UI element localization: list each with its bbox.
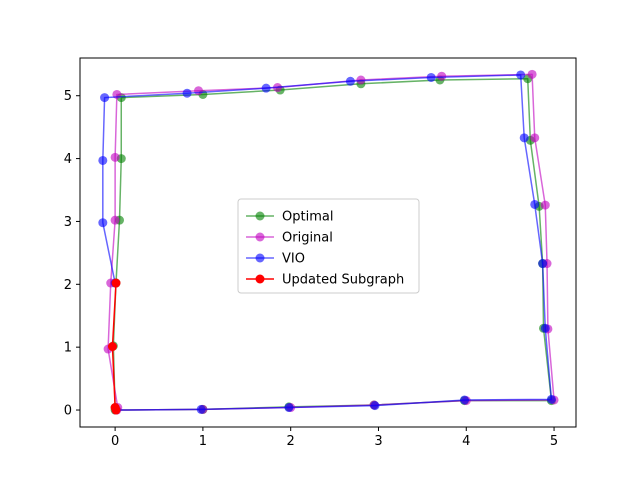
data-point-vio <box>546 394 556 404</box>
x-tick-label: 0 <box>111 434 119 449</box>
data-point-vio <box>196 404 206 414</box>
data-point-original <box>437 71 447 81</box>
legend-swatch-marker-vio <box>255 253 265 263</box>
y-tick-label: 0 <box>64 404 72 419</box>
x-tick-label: 2 <box>287 434 295 449</box>
legend-swatch-marker-updated-subgraph <box>255 274 265 284</box>
axes-frame <box>79 57 577 428</box>
series-updated-subgraph <box>107 278 121 415</box>
data-point-original <box>110 152 120 162</box>
data-point-updated-subgraph <box>111 405 121 415</box>
data-point-vio <box>182 88 192 98</box>
y-tick-label: 4 <box>64 152 72 167</box>
x-tick-label: 4 <box>462 434 470 449</box>
data-point-vio <box>261 83 271 93</box>
data-point-original <box>356 75 366 85</box>
data-point-vio <box>540 323 550 333</box>
data-point-original <box>194 86 204 96</box>
legend-label-optimal: Optimal <box>282 210 333 225</box>
legend: Optimal Original VIO Updated Subgraph <box>237 198 420 294</box>
y-tick-label: 5 <box>64 89 72 104</box>
data-point-vio <box>460 395 470 405</box>
data-point-vio <box>530 199 540 209</box>
legend-label-original: Original <box>282 231 333 246</box>
legend-box <box>237 198 420 294</box>
x-tick-label: 1 <box>199 434 207 449</box>
data-point-updated-subgraph <box>107 342 117 352</box>
data-point-updated-subgraph <box>111 278 121 288</box>
data-point-original <box>527 69 537 79</box>
legend-swatch-marker-optimal <box>255 211 265 221</box>
y-tick-label: 2 <box>64 278 72 293</box>
legend-label-updated-subgraph: Updated Subgraph <box>282 273 404 288</box>
data-point-vio <box>426 72 436 82</box>
plot-layer <box>98 69 559 415</box>
data-point-vio <box>98 218 108 228</box>
data-point-vio <box>345 76 355 86</box>
x-tick-label: 5 <box>550 434 558 449</box>
data-point-vio <box>519 133 529 143</box>
data-point-vio <box>284 403 294 413</box>
data-point-vio <box>538 259 548 269</box>
data-point-vio <box>370 401 380 411</box>
y-tick-label: 3 <box>64 215 72 230</box>
data-point-original <box>530 133 540 143</box>
data-point-vio <box>98 155 108 165</box>
data-point-original <box>540 200 550 210</box>
legend-label-vio: VIO <box>282 252 305 267</box>
y-tick-label: 1 <box>64 341 72 356</box>
axes-layer: 0 1 2 3 4 5 0 1 2 3 4 5 <box>64 57 577 449</box>
data-point-vio <box>516 70 526 80</box>
x-tick-label: 3 <box>374 434 382 449</box>
data-point-vio <box>100 93 110 103</box>
data-point-original <box>110 215 120 225</box>
legend-swatch-marker-original <box>255 232 265 242</box>
